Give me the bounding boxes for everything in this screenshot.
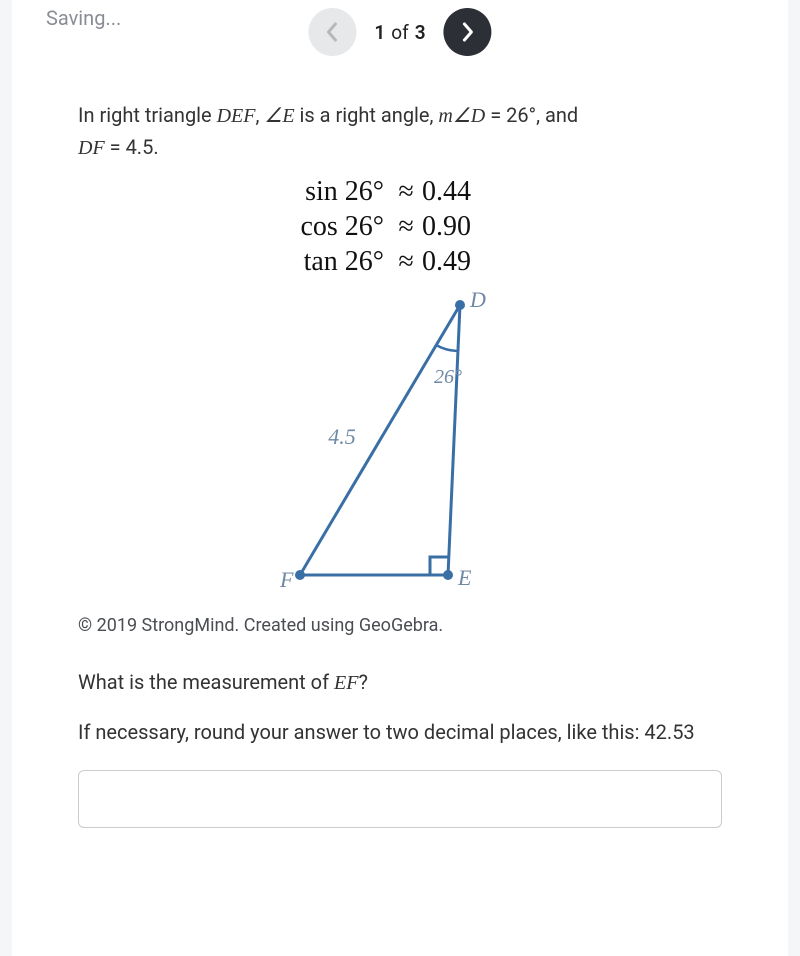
trig-fn: cos 26° (270, 209, 390, 244)
figure-wrap: D E F 4.5 26° (78, 285, 722, 605)
text: What is the measurement of (78, 670, 334, 694)
trig-val: 0.49 (422, 244, 492, 279)
text: ? (358, 670, 367, 694)
text: is a right angle, (295, 103, 439, 127)
chevron-right-icon (460, 21, 476, 43)
question-nav: 1 of 3 (308, 8, 491, 56)
top-bar: Saving... 1 of 3 (12, 0, 788, 56)
copyright: © 2019 StrongMind. Created using GeoGebr… (78, 615, 722, 636)
saving-status: Saving... (46, 6, 121, 30)
mangle-vertex: D (471, 105, 485, 127)
rounding-hint: If necessary, round your answer to two d… (78, 717, 722, 748)
svg-text:26°: 26° (434, 366, 462, 388)
chevron-left-icon (324, 21, 340, 43)
triangle-name: DEF (217, 105, 256, 127)
question-text: What is the measurement of EF? (78, 670, 722, 695)
trig-fn: tan 26° (270, 244, 390, 279)
trig-fn: sin 26° (270, 174, 390, 209)
angle-symbol: ∠ (264, 105, 282, 127)
nav-position: 1 of 3 (374, 21, 425, 44)
text: , and (536, 103, 578, 127)
next-button[interactable] (444, 8, 492, 56)
answer-input[interactable] (78, 770, 722, 828)
svg-text:F: F (279, 567, 294, 592)
trig-row: cos 26°≈0.90 (270, 209, 530, 244)
nav-of: of (391, 21, 408, 44)
prev-button[interactable] (308, 8, 356, 56)
side-name: DF (78, 137, 105, 159)
angle-vertex: E (282, 105, 294, 127)
svg-text:4.5: 4.5 (328, 424, 356, 449)
nav-total: 3 (415, 21, 426, 44)
trig-row: sin 26°≈0.44 (270, 174, 530, 209)
trig-values: sin 26°≈0.44 cos 26°≈0.90 tan 26°≈0.49 (270, 174, 530, 279)
nav-current: 1 (374, 21, 385, 44)
trig-val: 0.90 (422, 209, 492, 244)
trig-row: tan 26°≈0.49 (270, 244, 530, 279)
svg-text:D: D (469, 287, 486, 312)
content: In right triangle DEF, ∠E is a right ang… (12, 56, 788, 828)
side-value: = 4.5. (105, 135, 159, 159)
mangle-symbol: m∠ (438, 105, 470, 127)
approx-symbol: ≈ (390, 209, 422, 244)
segment-name: EF (334, 672, 358, 694)
svg-text:E: E (457, 565, 472, 590)
problem-statement: In right triangle DEF, ∠E is a right ang… (78, 100, 722, 164)
triangle-figure: D E F 4.5 26° (270, 285, 530, 605)
approx-symbol: ≈ (390, 244, 422, 279)
trig-val: 0.44 (422, 174, 492, 209)
text: In right triangle (78, 103, 217, 127)
approx-symbol: ≈ (390, 174, 422, 209)
angle-value: = 26° (485, 103, 536, 127)
